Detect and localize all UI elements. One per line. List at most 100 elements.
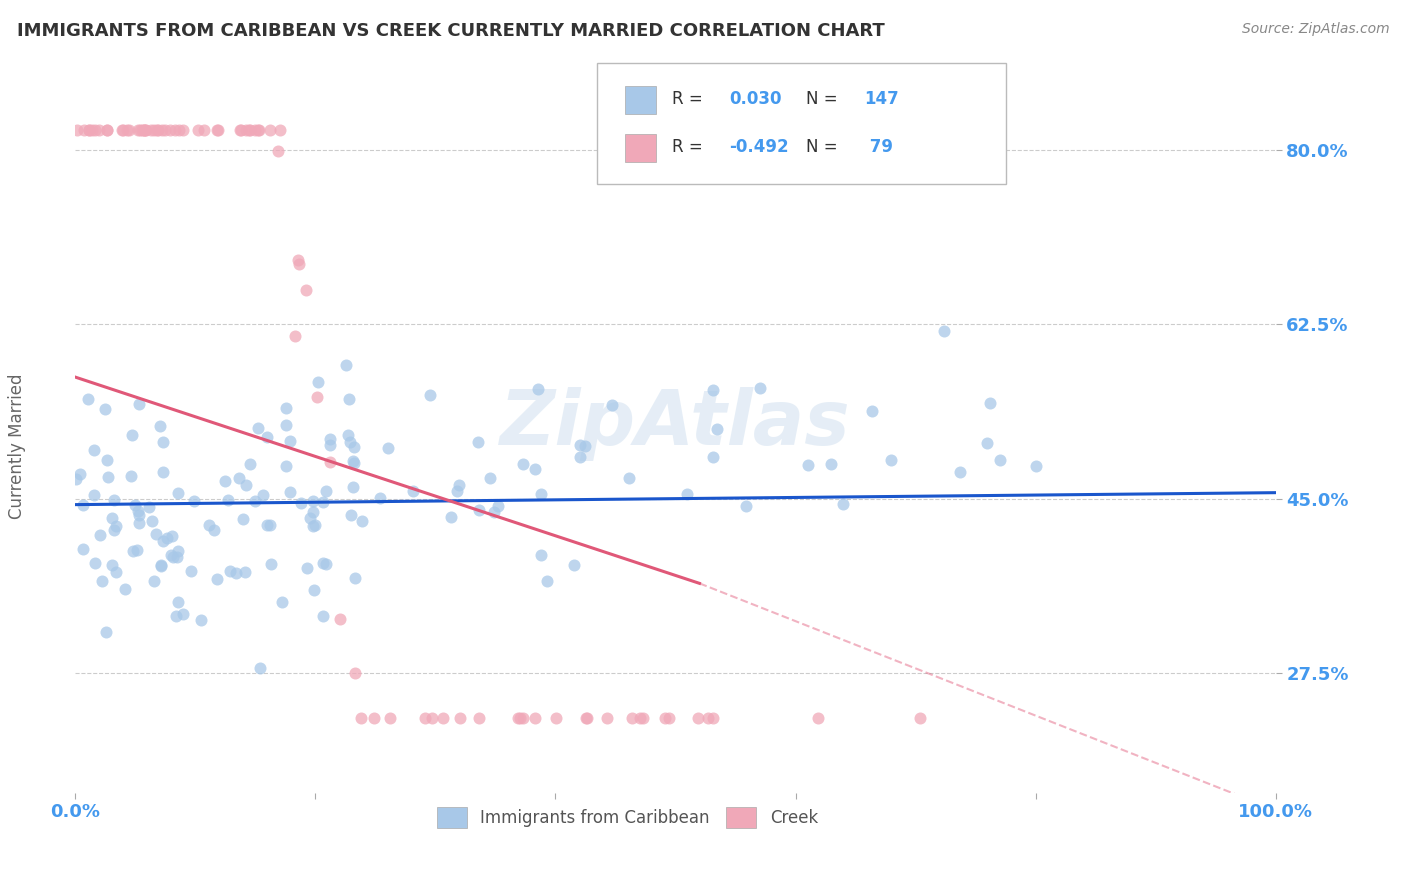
Point	[976, 436, 998, 450]
Point	[260, 557, 283, 571]
Point	[160, 529, 183, 543]
Point	[628, 711, 651, 725]
Point	[104, 519, 127, 533]
Point	[89, 528, 111, 542]
Text: -0.492: -0.492	[730, 138, 789, 156]
Point	[339, 435, 361, 450]
Point	[96, 453, 118, 467]
Point	[187, 123, 209, 137]
Point	[305, 391, 328, 405]
Point	[238, 123, 260, 137]
Point	[183, 494, 205, 508]
Point	[337, 392, 360, 406]
Point	[239, 457, 262, 471]
Point	[143, 123, 166, 137]
Point	[377, 441, 399, 455]
Point	[290, 496, 312, 510]
Point	[82, 123, 104, 137]
Point	[256, 430, 278, 444]
Text: 0.030: 0.030	[730, 90, 782, 109]
Point	[243, 123, 266, 137]
Point	[193, 123, 215, 137]
Point	[302, 583, 325, 598]
Point	[335, 358, 357, 372]
Point	[312, 556, 335, 570]
Point	[247, 420, 270, 434]
Point	[121, 543, 143, 558]
Point	[368, 491, 391, 505]
Point	[115, 123, 138, 137]
Point	[159, 548, 181, 562]
Point	[508, 711, 530, 725]
Point	[172, 123, 194, 137]
Point	[238, 123, 260, 137]
Point	[512, 458, 534, 472]
Point	[131, 123, 153, 137]
Point	[266, 144, 288, 158]
Point	[602, 398, 624, 412]
Point	[447, 477, 470, 491]
Point	[340, 508, 363, 523]
Point	[702, 384, 724, 398]
Point	[127, 123, 149, 137]
Point	[205, 572, 228, 586]
Point	[574, 711, 596, 725]
FancyBboxPatch shape	[626, 134, 657, 162]
Point	[91, 574, 114, 588]
Text: ZipAtlas: ZipAtlas	[501, 387, 851, 461]
Point	[284, 328, 307, 343]
Point	[342, 454, 364, 468]
Point	[83, 488, 105, 502]
Point	[620, 711, 643, 725]
Point	[138, 500, 160, 515]
Point	[419, 388, 441, 402]
Point	[259, 517, 281, 532]
Point	[207, 123, 229, 137]
Point	[259, 123, 281, 137]
Text: 79: 79	[863, 138, 893, 156]
Point	[908, 711, 931, 725]
Point	[166, 544, 188, 558]
Point	[180, 564, 202, 578]
Point	[574, 439, 596, 453]
Point	[536, 574, 558, 588]
Point	[413, 711, 436, 725]
Point	[125, 543, 148, 558]
Point	[343, 441, 366, 455]
Point	[449, 711, 471, 725]
Point	[319, 438, 342, 452]
Point	[121, 428, 143, 442]
Point	[111, 123, 134, 137]
Point	[249, 123, 271, 137]
Point	[363, 711, 385, 725]
Point	[127, 503, 149, 517]
Point	[307, 375, 329, 389]
Point	[934, 325, 956, 339]
Point	[156, 531, 179, 545]
Point	[77, 123, 100, 137]
Point	[77, 123, 100, 137]
Point	[218, 564, 240, 578]
Point	[94, 402, 117, 417]
Point	[979, 396, 1001, 410]
Point	[298, 511, 321, 525]
Point	[478, 471, 501, 485]
Point	[807, 711, 830, 725]
Text: R =: R =	[672, 90, 707, 109]
Point	[315, 483, 337, 498]
Point	[153, 123, 176, 137]
Text: N =: N =	[806, 138, 844, 156]
Point	[467, 502, 489, 516]
Point	[569, 437, 592, 451]
Point	[159, 123, 181, 137]
Point	[797, 458, 820, 472]
Point	[269, 123, 291, 137]
Point	[129, 123, 152, 137]
Point	[87, 123, 110, 137]
Point	[276, 401, 298, 416]
Point	[302, 519, 325, 533]
Point	[96, 123, 118, 137]
Point	[482, 505, 505, 519]
Point	[432, 711, 454, 725]
Point	[246, 123, 269, 137]
